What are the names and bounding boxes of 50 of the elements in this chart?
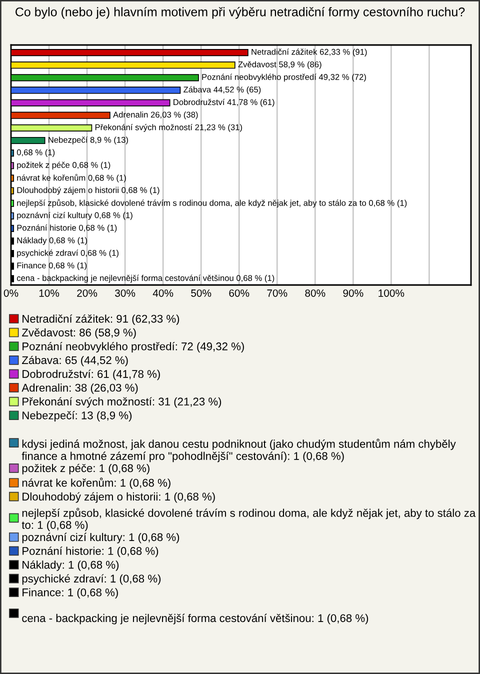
data-label: Překonání svých možností 21,23 % (31): [95, 124, 242, 132]
legend-label: Dlouhodobý zájem o historii: 1 (0,68 %): [22, 492, 215, 503]
legend-label: cena - backpacking je nejlevnější forma cestování většinou: 1 (0,68 %): [22, 614, 368, 624]
x-tick-label: 0%: [4, 289, 18, 297]
data-label: Netradiční zážitek 62,33 % (91): [252, 48, 367, 56]
x-tick-label: 10%: [39, 289, 60, 297]
legend-label: kdysi jediná možnost, jak danou cestu podniknout (jako chudým studentům nám chyběly finance a hmotné zázemí pro "pohodlnější" cestování): 1 (0,68 %): [22, 438, 456, 462]
legend-label: Finance: 1 (0,68 %): [22, 588, 118, 598]
data-label: návrat ke kořenům 0,68 % (1): [17, 174, 126, 182]
legend-label: návrat ke kořenům: 1 (0,68 %): [22, 478, 170, 489]
legend-label: poznávní cizí kultury: 1 (0,68 %): [22, 532, 180, 544]
x-tick-label: 70%: [267, 289, 288, 297]
data-label: poznávní cizí kultury 0,68 % (1): [17, 212, 132, 220]
legend-label: Zvědavost: 86 (58,9 %): [22, 328, 136, 339]
legend-label: Překonání svých možností: 31 (21,23 %): [22, 397, 222, 408]
x-tick-label: 80%: [305, 289, 326, 297]
data-label: Náklady 0,68 % (1): [17, 237, 87, 245]
legend-label: Poznání neobvyklého prostředí: 72 (49,32 %): [22, 342, 244, 352]
legend-label: Náklady: 1 (0,68 %): [22, 560, 119, 571]
legend-label: Adrenalin: 38 (26,03 %): [22, 384, 138, 394]
x-tick-label: 100%: [378, 289, 404, 297]
data-label: Zvědavost 58,9 % (86): [238, 61, 322, 69]
legend-label: Nebezpečí: 13 (8,9 %): [22, 411, 132, 422]
legend-label: psychické zdraví: 1 (0,68 %): [22, 574, 161, 585]
data-label: Poznání historie 0,68 % (1): [17, 224, 117, 232]
legend-label: Dobrodružství: 61 (41,78 %): [22, 370, 160, 380]
x-tick-label: 60%: [229, 289, 250, 297]
legend-label: Netradiční zážitek: 91 (62,33 %): [22, 314, 180, 325]
legend-label: Poznání historie: 1 (0,68 %): [22, 546, 158, 558]
legend-label: Zábava: 65 (44,52 %): [22, 356, 128, 366]
data-label: cena - backpacking je nejlevnější forma cestování většinou 0,68 % (1): [16, 274, 274, 283]
data-label: 0,68 % (1): [16, 149, 55, 157]
data-label: Nebezpečí 8,9 % (13): [48, 136, 128, 144]
data-label: Dlouhodobý zájem o historii 0,68 % (1): [17, 186, 160, 195]
data-label: Zábava 44,52 % (65): [184, 86, 261, 94]
x-tick-label: 20%: [77, 289, 98, 297]
data-label: Finance 0,68 % (1): [17, 262, 87, 270]
chart-title: Co bylo (nebo je) hlavním motivem při výběru netradiční formy cestovního ruchu?: [16, 7, 465, 19]
x-tick-label: 90%: [343, 289, 364, 297]
x-tick-label: 50%: [191, 289, 212, 297]
data-label: Dobrodružství 41,78 % (61): [174, 98, 274, 107]
data-label: Adrenalin 26,03 % (38): [113, 111, 198, 120]
data-label: požitek z péče 0,68 % (1): [17, 162, 110, 170]
legend-label: nejlepší způsob, klasické dovolené trávím s rodinou doma, ale když nějak jet, aby to stálo za to: 1 (0,68 %): [22, 508, 476, 532]
data-label: Poznání neobvyklého prostředí 49,32 % (72): [202, 74, 366, 82]
x-tick-label: 30%: [115, 289, 136, 297]
x-tick-label: 40%: [152, 289, 174, 297]
legend-label: požitek z péče: 1 (0,68 %): [22, 464, 150, 474]
data-label: psychické zdraví 0,68 % (1): [17, 250, 118, 258]
data-label: nejlepší způsob, klasické dovolené trávím s rodinou doma, ale když nějak jet, aby to stálo za to 0,68 % (1): [17, 199, 407, 208]
